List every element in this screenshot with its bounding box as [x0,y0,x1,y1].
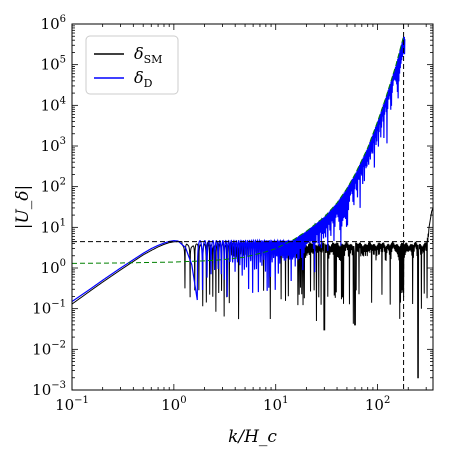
legend-symbol: δ [134,44,144,63]
x-axis-label: k/H_c [228,427,277,447]
x-tick-base: 10 [55,396,74,414]
y-tick-label: 10−1 [32,299,66,318]
y-tick-label: 102 [41,177,66,196]
legend-subscript: SM [144,53,163,66]
series-line-delta-d [72,36,406,302]
y-tick-base: 10 [41,15,60,33]
y-tick-base: 10 [41,218,60,236]
x-tick-label: 100 [161,395,186,414]
y-tick-label: 100 [41,258,66,277]
y-tick-label: 104 [41,95,66,114]
y-tick-label: 10−2 [32,339,66,358]
y-tick-base: 10 [32,300,51,318]
y-tick-exp: −3 [51,380,66,391]
y-tick-base: 10 [41,178,60,196]
legend-box [85,35,179,95]
axes: 10−1 100 101 10210−310−210−1100101102103104… [13,14,434,447]
y-tick-exp: 0 [60,258,66,269]
y-tick-exp: 4 [60,95,66,106]
legend-symbol: δ [134,68,144,87]
x-tick-label: 101 [263,395,288,414]
x-tick-exp: 1 [282,395,288,406]
y-tick-exp: 6 [60,14,66,25]
x-tick-label: 102 [365,395,390,414]
y-tick-exp: −1 [51,299,66,310]
y-axis-label: |U_δ| [13,185,33,230]
x-tick-label: 10−1 [55,395,89,414]
y-tick-label: 106 [41,14,66,33]
y-tick-label: 10−3 [32,380,66,399]
clipped-series [72,24,433,390]
y-tick-base: 10 [32,340,51,358]
y-tick-label: 101 [41,217,66,236]
x-tick-base: 10 [365,396,384,414]
x-tick-exp: −1 [74,395,89,406]
plot-area [72,24,433,390]
y-tick-exp: 2 [60,177,66,188]
y-tick-exp: 5 [60,55,66,66]
plot-frame [71,23,434,391]
legend-label: δD [134,68,153,90]
y-tick-exp: 3 [60,136,66,147]
y-tick-base: 10 [32,381,51,399]
legend-subscript: D [144,77,153,90]
y-tick-base: 10 [41,56,60,74]
x-tick-base: 10 [161,396,180,414]
y-tick-base: 10 [41,137,60,155]
x-tick-exp: 0 [180,395,186,406]
y-tick-label: 105 [41,55,66,74]
x-tick-base: 10 [263,396,282,414]
x-tick-exp: 2 [384,395,390,406]
y-tick-exp: −2 [51,339,66,350]
y-tick-base: 10 [41,259,60,277]
y-tick-base: 10 [41,96,60,114]
legend-label: δSM [134,44,162,66]
y-tick-exp: 1 [60,217,66,228]
y-tick-label: 103 [41,136,66,155]
